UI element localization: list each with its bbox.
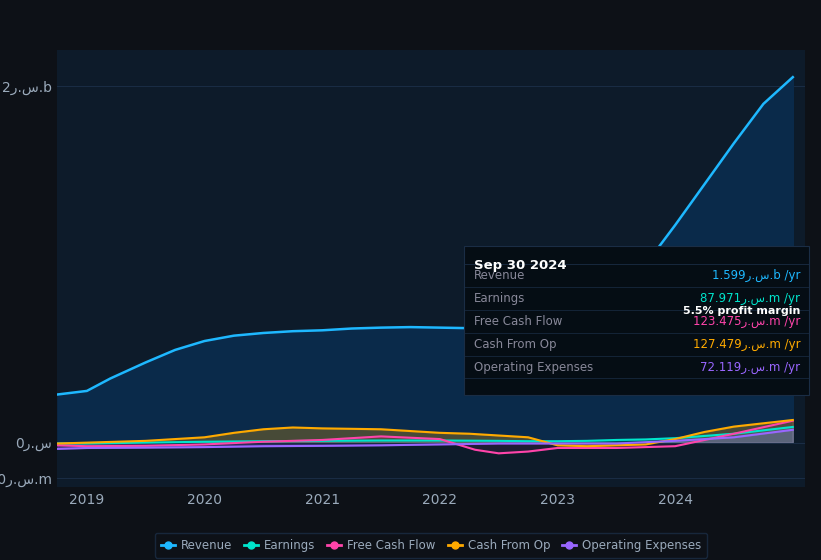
- Text: 127.479ر.س.m /yr: 127.479ر.س.m /yr: [693, 338, 800, 351]
- Text: 72.119ر.س.m /yr: 72.119ر.س.m /yr: [700, 361, 800, 374]
- Legend: Revenue, Earnings, Free Cash Flow, Cash From Op, Operating Expenses: Revenue, Earnings, Free Cash Flow, Cash …: [155, 533, 707, 558]
- Text: Sep 30 2024: Sep 30 2024: [474, 259, 566, 272]
- Text: Revenue: Revenue: [474, 269, 525, 282]
- Text: Free Cash Flow: Free Cash Flow: [474, 315, 562, 328]
- Text: 1.599ر.س.b /yr: 1.599ر.س.b /yr: [712, 269, 800, 282]
- Text: Operating Expenses: Operating Expenses: [474, 361, 593, 374]
- Text: 123.475ر.س.m /yr: 123.475ر.س.m /yr: [693, 315, 800, 328]
- Text: 87.971ر.س.m /yr: 87.971ر.س.m /yr: [700, 292, 800, 305]
- Text: Earnings: Earnings: [474, 292, 525, 305]
- Text: Cash From Op: Cash From Op: [474, 338, 556, 351]
- Text: 5.5% profit margin: 5.5% profit margin: [683, 306, 800, 316]
